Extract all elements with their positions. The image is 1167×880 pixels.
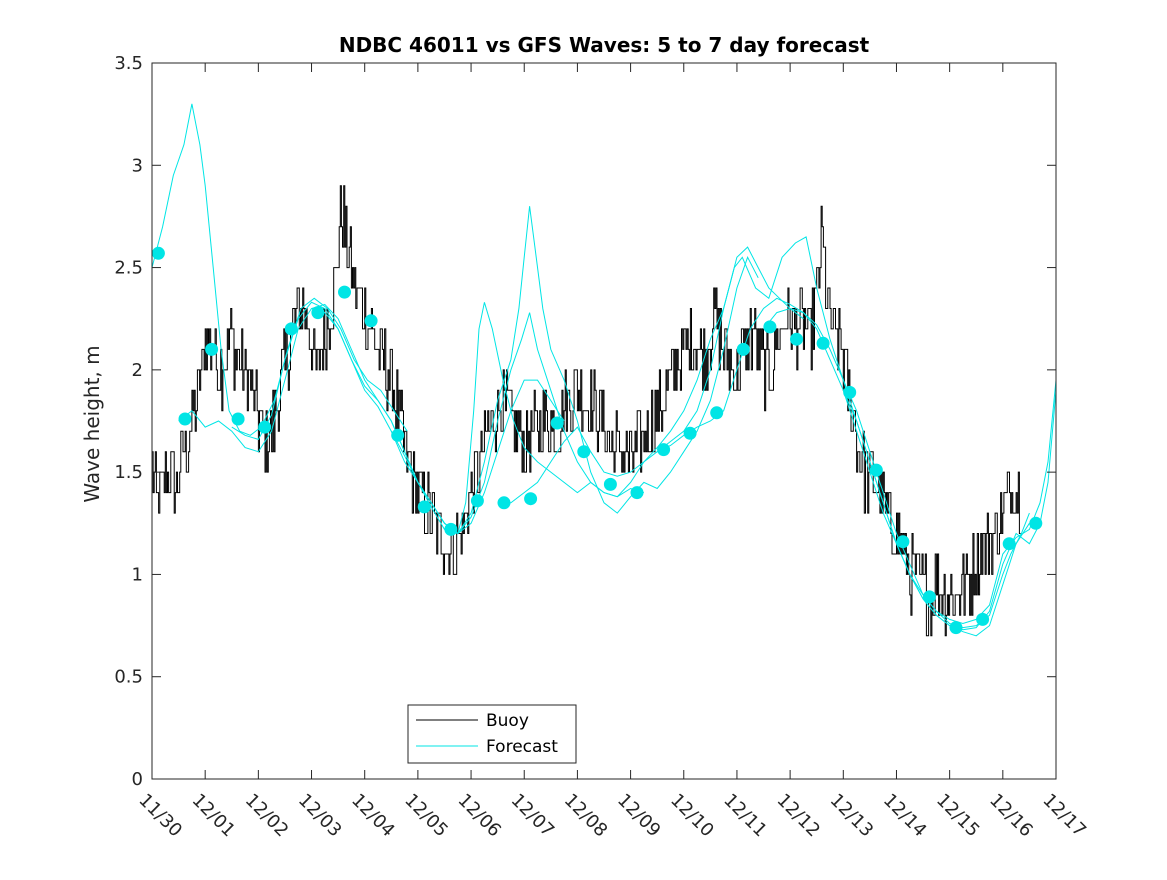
chart-title: NDBC 46011 vs GFS Waves: 5 to 7 day fore…: [339, 33, 870, 57]
forecast-run-8-line: [763, 307, 1057, 631]
forecast-point-13: [470, 494, 484, 508]
forecast-point-16: [550, 416, 564, 430]
forecast-point-11: [417, 500, 431, 514]
forecast-point-32: [976, 612, 990, 626]
forecast-point-1: [151, 246, 165, 260]
legend-buoy-label: Buoy: [486, 711, 529, 731]
axes-box: [151, 62, 1057, 780]
y-tick-label: 3: [132, 155, 143, 176]
forecast-point-27: [843, 385, 857, 399]
forecast-point-21: [683, 426, 697, 440]
legend-box: [407, 704, 577, 764]
y-tick-label: 3.5: [114, 53, 143, 74]
forecast-point-30: [922, 590, 936, 604]
y-tick-label: 0.5: [114, 667, 143, 688]
y-tick-label: 1: [132, 564, 143, 585]
forecast-point-23: [736, 342, 750, 356]
y-tick-label: 0: [132, 769, 143, 790]
forecast-point-31: [949, 621, 963, 635]
forecast-point-12: [444, 522, 458, 536]
y-tick-label: 1.5: [114, 462, 143, 483]
forecast-point-19: [630, 486, 644, 500]
forecast-point-18: [603, 477, 617, 491]
forecast-point-17: [577, 445, 591, 459]
forecast-point-14: [497, 496, 511, 510]
forecast-run-1-line: [151, 103, 408, 436]
forecast-point-29: [896, 535, 910, 549]
forecast-point-10: [391, 428, 405, 442]
legend: Buoy Forecast: [407, 704, 577, 764]
forecast-point-20: [657, 443, 671, 457]
y-axis-label: Wave height, m: [80, 345, 104, 502]
forecast-point-25: [790, 332, 803, 346]
forecast-point-7: [311, 306, 325, 320]
y-tick-label: 2.5: [114, 258, 143, 279]
forecast-point-26: [816, 336, 830, 350]
y-tick-label: 2: [132, 360, 143, 381]
forecast-point-33: [1002, 537, 1016, 551]
forecast-point-3: [205, 342, 219, 356]
forecast-run-5-line: [390, 246, 804, 535]
forecast-point-9: [364, 314, 378, 328]
forecast-point-28: [869, 463, 883, 477]
forecast-run-2-line: [178, 303, 565, 535]
forecast-point-6: [284, 322, 298, 336]
legend-forecast-label: Forecast: [486, 737, 558, 757]
plot-area: [151, 103, 1057, 637]
forecast-point-15: [524, 492, 538, 506]
forecast-point-24: [763, 320, 777, 334]
forecast-point-5: [258, 420, 272, 434]
forecast-point-2: [178, 412, 192, 426]
forecast-point-4: [231, 412, 245, 426]
forecast-point-34: [1029, 516, 1043, 530]
forecast-point-8: [338, 285, 351, 299]
forecast-point-22: [710, 406, 724, 420]
